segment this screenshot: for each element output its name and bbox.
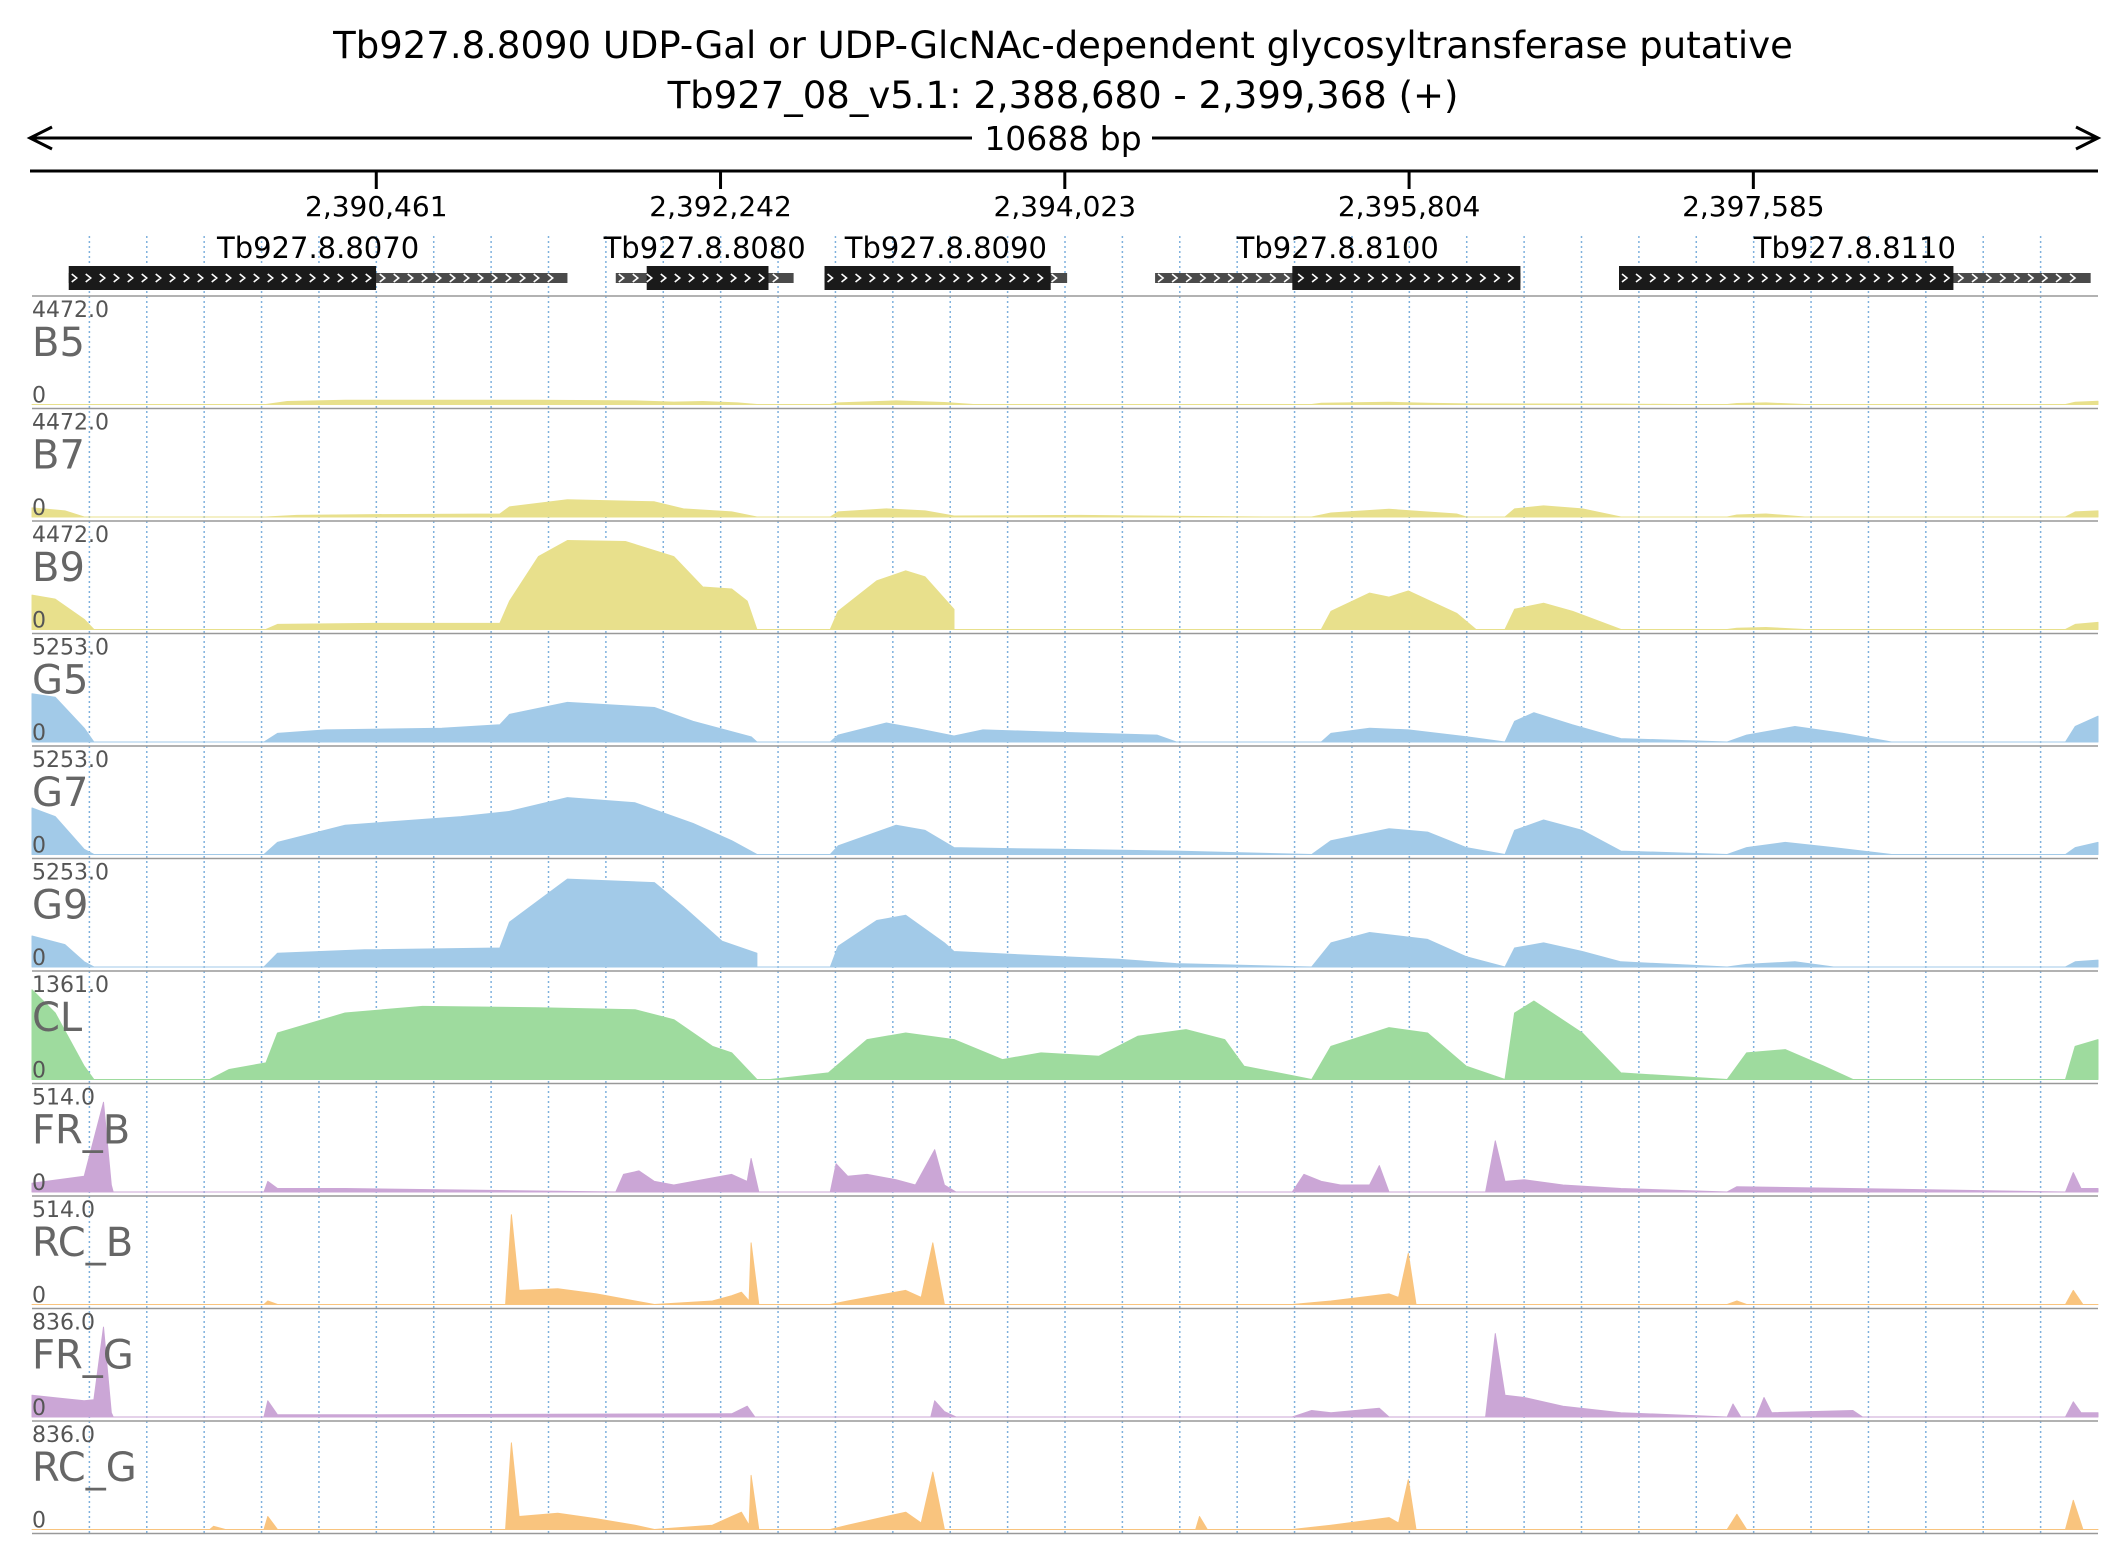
track-name-label: G7 — [32, 770, 88, 816]
coverage-area — [31, 797, 2099, 855]
track-max-label: 4472.0 — [32, 298, 109, 323]
coverage-track: 836.0RC_G 0 — [31, 1420, 2099, 1534]
coverage-track: 514.0RC_B 0 — [31, 1195, 2099, 1309]
track-zero-label: 0 — [32, 384, 46, 409]
span-ruler: 10688 bp — [26, 119, 2102, 158]
gene-model[interactable]: Tb927.8.8090 — [824, 231, 1068, 290]
track-zero-label: 0 — [32, 496, 46, 521]
span-arrow-left — [26, 125, 53, 151]
track-max-label: 836.0 — [32, 1311, 95, 1336]
coverage-tracks: 4472.0B504472.0B704472.0B905253.0G505253… — [31, 295, 2099, 1535]
coverage-area — [31, 1101, 2099, 1193]
coverage-track: 4472.0B7 0 — [31, 407, 2099, 521]
track-max-label: 5253.0 — [32, 861, 109, 886]
track-max-label: 514.0 — [32, 1198, 95, 1223]
figure-title-line2: Tb927_08_v5.1: 2,388,680 - 2,399,368 (+) — [667, 74, 1459, 117]
coverage-track: 514.0FR_B 0 — [31, 1082, 2099, 1196]
coordinate-axis-ticks: 2,390,461 2,392,242 2,394,023 2,395,804 2,39… — [305, 171, 1825, 223]
coverage-track: 5253.0G9 0 — [31, 857, 2099, 971]
coverage-track: 5253.0G5 0 — [31, 632, 2099, 746]
track-max-label: 4472.0 — [32, 411, 109, 436]
coverage-area — [31, 399, 2099, 405]
track-zero-label: 0 — [32, 1171, 46, 1196]
gene-label: Tb927.8.8100 — [1236, 231, 1439, 265]
gene-annotation-track: Tb927.8.8070 Tb927.8.8080 Tb927.8.8090 Tb92… — [68, 231, 2091, 290]
strand-chevrons — [1621, 273, 2077, 283]
track-max-label: 1361.0 — [32, 973, 109, 998]
track-zero-label: 0 — [32, 1059, 46, 1084]
axis-tick-label: 2,394,023 — [994, 190, 1137, 223]
track-name-label: FR_G — [32, 1333, 134, 1379]
track-name-label: RC_B — [32, 1220, 133, 1266]
track-max-label: 5253.0 — [32, 748, 109, 773]
gene-label: Tb927.8.8080 — [603, 231, 806, 265]
track-zero-label: 0 — [32, 834, 46, 859]
track-zero-label: 0 — [32, 1284, 46, 1309]
coverage-area — [31, 693, 2099, 743]
coverage-area — [31, 1442, 2099, 1530]
axis-tick-label: 2,395,804 — [1338, 190, 1481, 223]
gene-model[interactable]: Tb927.8.8080 — [603, 231, 806, 290]
strand-chevrons — [71, 273, 555, 283]
coverage-area — [31, 1214, 2099, 1305]
track-zero-label: 0 — [32, 946, 46, 971]
gene-cds — [824, 266, 1051, 290]
track-name-label: B7 — [32, 433, 85, 479]
strand-chevrons — [827, 273, 1058, 283]
track-name-label: RC_G — [32, 1445, 137, 1491]
coverage-area — [31, 499, 2099, 518]
track-zero-label: 0 — [32, 1396, 46, 1421]
axis-tick-label: 2,397,585 — [1682, 190, 1825, 223]
track-max-label: 836.0 — [32, 1423, 95, 1448]
coverage-track: 5253.0G7 0 — [31, 745, 2099, 859]
track-max-label: 514.0 — [32, 1086, 95, 1111]
coverage-area — [31, 878, 2099, 968]
track-zero-label: 0 — [32, 609, 46, 634]
gene-label: Tb927.8.8070 — [216, 231, 419, 265]
coverage-area — [31, 1326, 2099, 1418]
strand-chevrons — [618, 273, 780, 283]
strand-chevrons — [1157, 273, 1515, 283]
gene-label: Tb927.8.8110 — [1753, 231, 1956, 265]
gene-model[interactable]: Tb927.8.8110 — [1619, 231, 2091, 290]
track-name-label: B5 — [32, 320, 85, 366]
axis-tick-label: 2,392,242 — [649, 190, 792, 223]
axis-tick-label: 2,390,461 — [305, 190, 448, 223]
span-label: 10688 bp — [984, 119, 1141, 158]
coverage-area — [31, 989, 2099, 1080]
track-name-label: G5 — [32, 658, 88, 704]
gene-model[interactable]: Tb927.8.8070 — [68, 231, 568, 290]
track-max-label: 5253.0 — [32, 636, 109, 661]
coverage-area — [31, 540, 2099, 630]
coverage-track: 836.0FR_G 0 — [31, 1307, 2099, 1421]
gene-model[interactable]: Tb927.8.8100 — [1155, 231, 1521, 290]
coverage-track: 4472.0B5 0 — [31, 295, 2099, 409]
track-name-label: B9 — [32, 545, 85, 591]
track-name-label: FR_B — [32, 1108, 130, 1154]
span-arrow-right — [2075, 125, 2102, 151]
track-zero-label: 0 — [32, 1509, 46, 1534]
figure-title-line1: Tb927.8.8090 UDP-Gal or UDP-GlcNAc-depen… — [332, 24, 1793, 67]
track-name-label: CL — [32, 995, 83, 1041]
gene-cds — [1619, 266, 1954, 290]
track-name-label: G9 — [32, 883, 88, 929]
grid-lines — [88, 236, 2042, 1534]
coverage-track: 4472.0B9 0 — [31, 520, 2099, 634]
track-zero-label: 0 — [32, 721, 46, 746]
gene-label: Tb927.8.8090 — [844, 231, 1047, 265]
track-max-label: 4472.0 — [32, 523, 109, 548]
coverage-track: 1361.0CL 0 — [31, 970, 2099, 1084]
